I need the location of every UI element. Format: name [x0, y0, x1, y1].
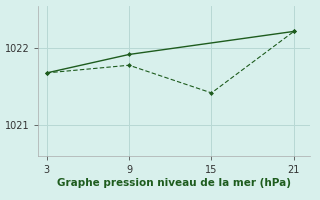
X-axis label: Graphe pression niveau de la mer (hPa): Graphe pression niveau de la mer (hPa) — [57, 178, 292, 188]
